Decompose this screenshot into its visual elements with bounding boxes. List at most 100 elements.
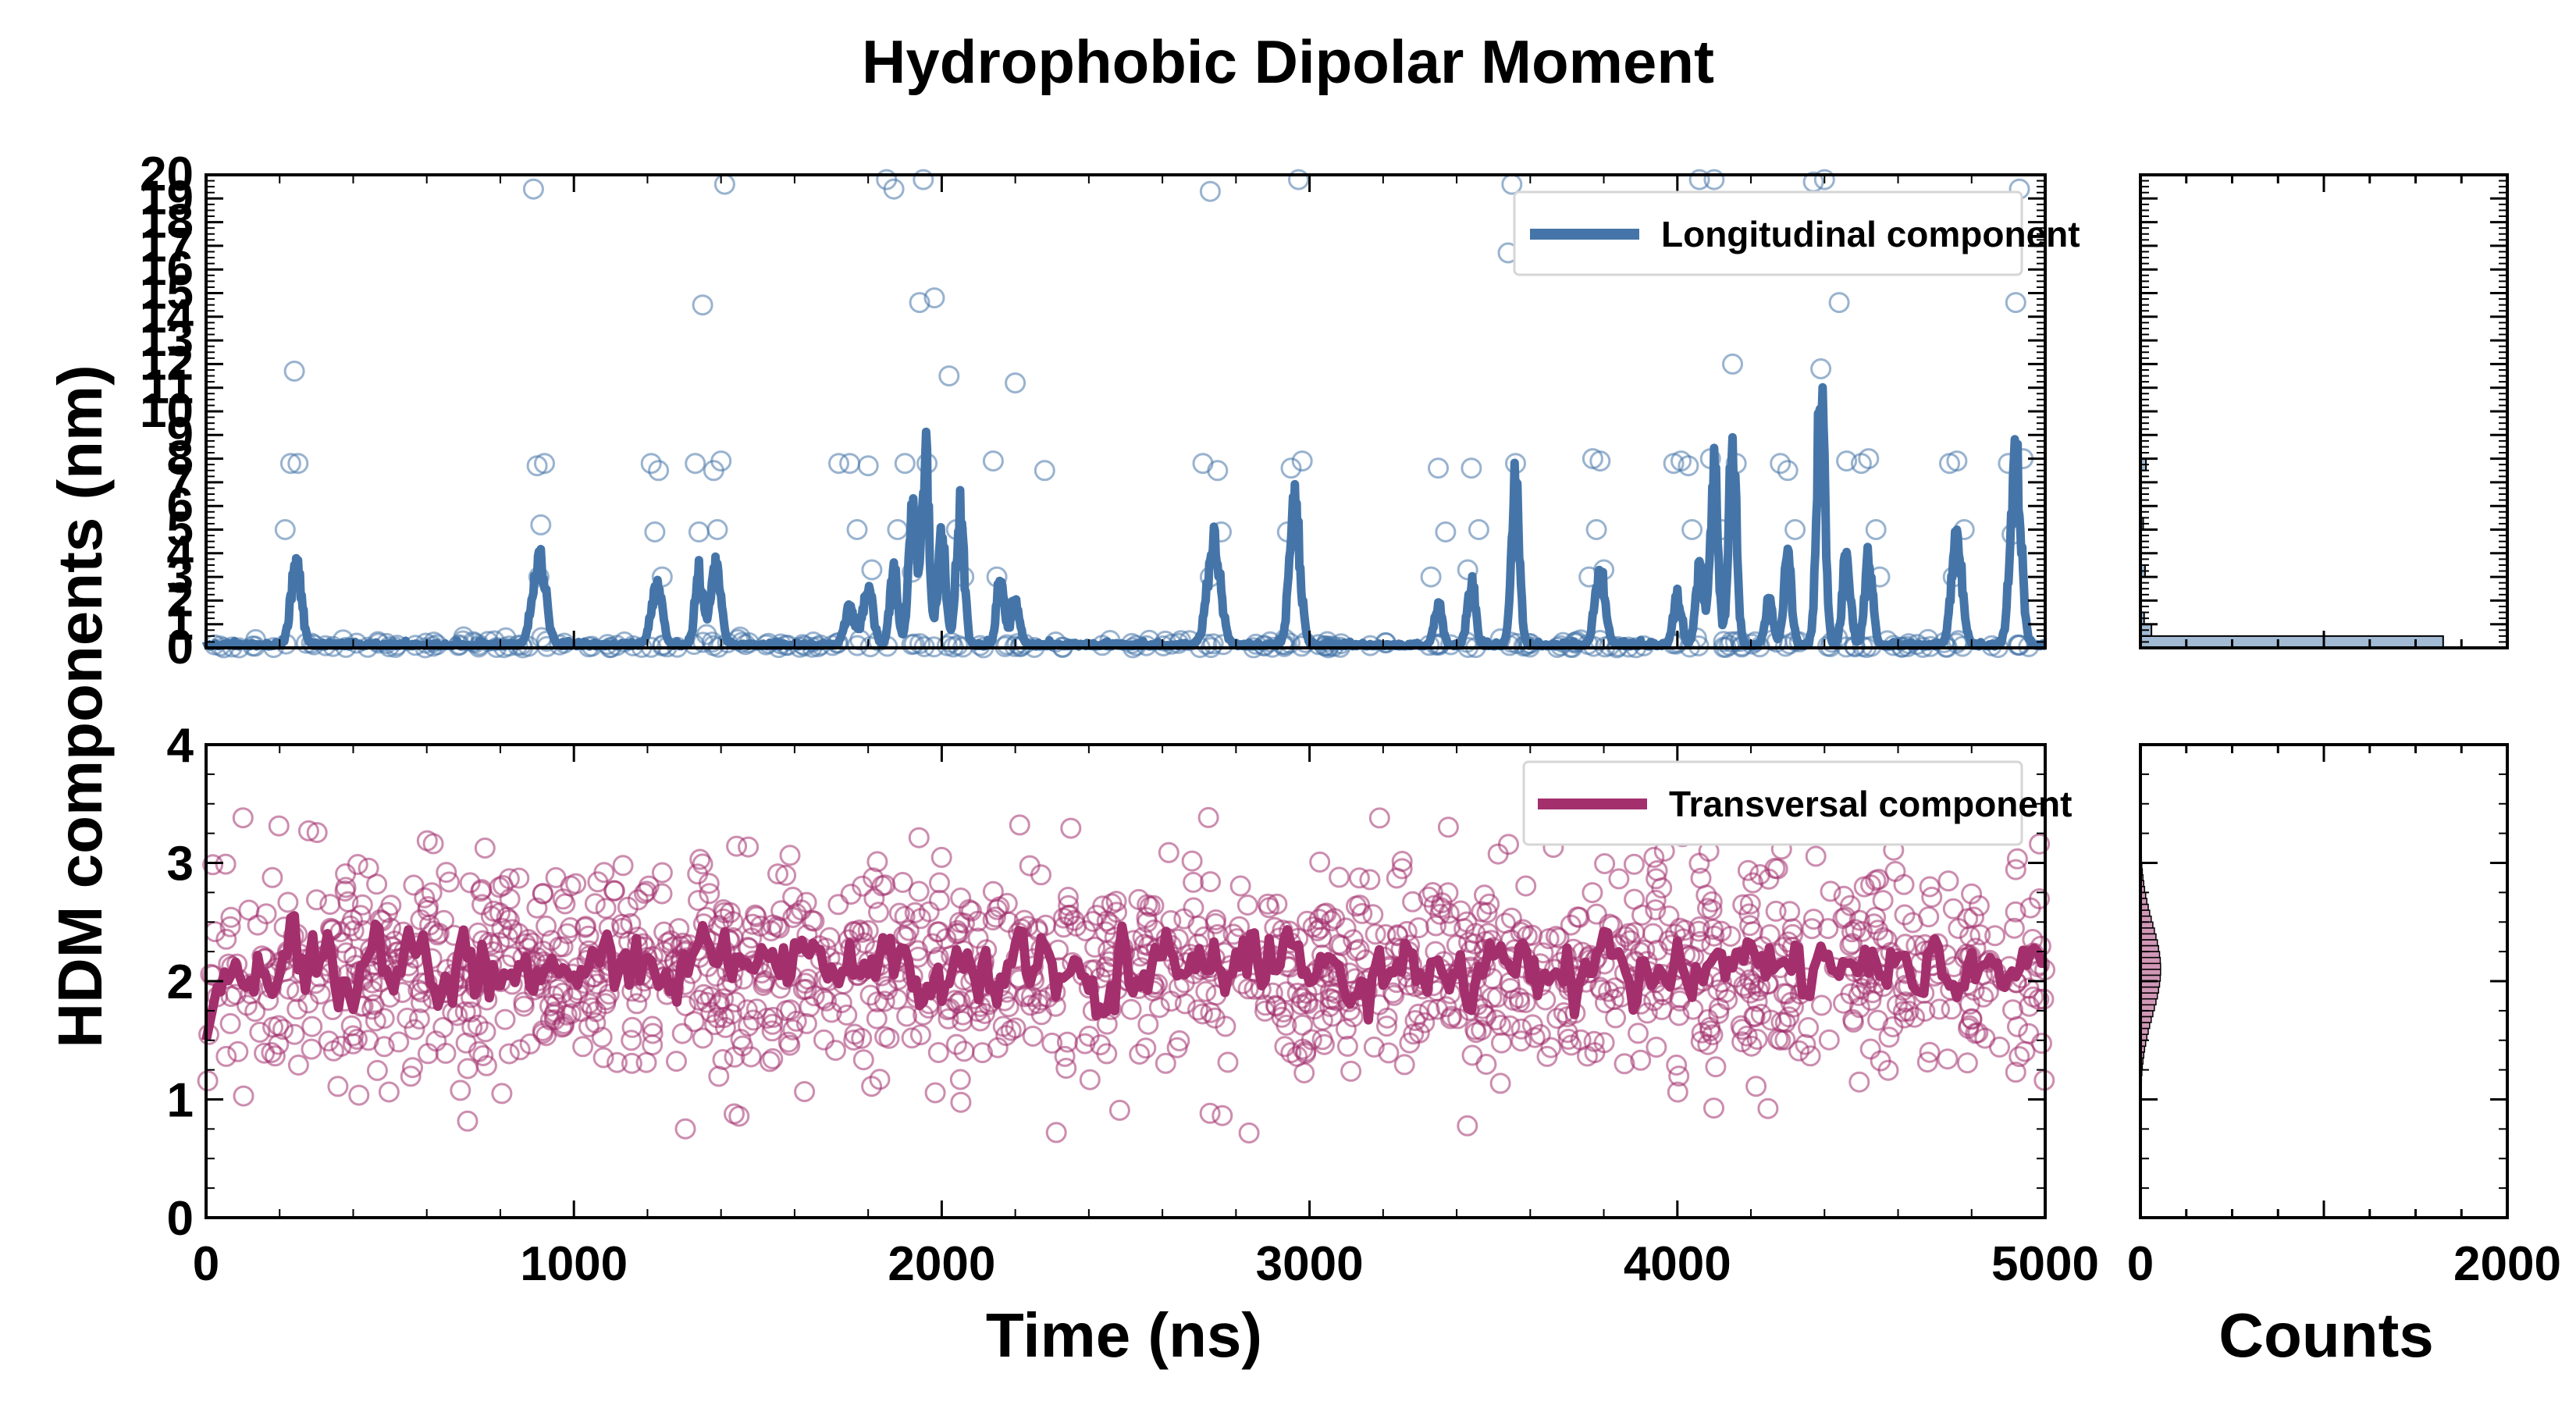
transversal-point [779,845,801,866]
transversal-point [1503,989,1524,1011]
transversal-point [545,866,567,888]
transversal-point [1529,1024,1551,1045]
transversal-point [928,921,950,943]
transversal-point [1074,1033,1096,1055]
transversal-point [287,1055,309,1076]
transversal-point [402,1057,423,1079]
transversal-point [202,854,224,876]
longitudinal-point [279,453,301,475]
transversal-point [1485,1009,1507,1031]
transversal-frame [205,743,2047,1219]
transversal-point [2029,833,2051,855]
transversal-series-line [201,911,2047,1042]
transversal-point [939,998,961,1019]
transversal-point [874,874,896,896]
transversal-point [1174,993,1196,1015]
transversal-point [874,1026,896,1048]
y-tick-label: 1 [167,1074,194,1128]
transversal-point [408,1008,430,1030]
transversal-point [1984,925,2006,947]
transversal-point [741,927,763,949]
transversal-point [1963,906,1984,928]
transversal-point [1158,841,1179,863]
transversal-point [1630,1049,1652,1071]
transversal-point [1902,912,1923,934]
longitudinal-point [1192,453,1214,475]
transversal-point [1859,1038,1881,1060]
transversal-point [724,1103,745,1125]
legend-box [1522,760,2023,846]
longitudinal-point [688,521,710,542]
transversal-point [1437,882,1459,904]
transversal-point [578,925,600,947]
transversal-point [1878,1026,1900,1048]
transversal-point [1667,1081,1688,1103]
transversal-point [450,1080,471,1101]
transversal-point [1651,998,1673,1020]
transversal-point [1217,1051,1239,1073]
longitudinal-histogram [2139,173,2509,649]
longitudinal-hist-bars [2140,457,2444,649]
transversal-point [1919,1041,1941,1063]
transversal-point [1300,1029,1322,1051]
transversal-point [388,1031,410,1053]
y-tick-label: 9 [167,407,194,461]
transversal-point [1691,1022,1713,1044]
longitudinal-frame [205,173,2047,649]
transversal-point [1464,1019,1486,1040]
longitudinal-point [839,453,861,475]
transversal-point [1060,817,1082,839]
transversal-point [1393,1054,1415,1076]
longitudinal-point [274,519,296,540]
longitudinal-point [1722,353,1743,375]
transversal-point [949,1069,971,1090]
transversal-point [1135,1037,1157,1059]
transversal-point [1560,1034,1582,1056]
transversal-point [1757,1097,1779,1119]
transversal-point [1937,1048,1959,1070]
longitudinal-point [1770,453,1791,475]
transversal-point [642,1023,664,1044]
y-tick-label: 2 [167,955,194,1009]
transversal-point [1668,1065,1690,1087]
transversal-point [474,838,496,859]
transversal-point [1407,917,1429,939]
transversal-point [1105,891,1127,912]
transversal-point [1876,929,1898,951]
transversal-point [1345,895,1367,917]
longitudinal-point [522,178,544,200]
transversal-point [1421,882,1443,903]
transversal-point [706,1007,728,1029]
transversal-point [565,873,587,895]
transversal-point [896,1005,918,1027]
transversal-point [468,1040,489,1062]
transversal-point [1805,845,1827,867]
transversal-point [775,864,797,886]
transversal-point [595,898,617,919]
transversal-point [262,1016,284,1038]
y-tick-label: 3 [167,550,194,603]
transversal-point [1108,1099,1130,1121]
transversal-point [403,874,425,896]
transversal-point [361,998,383,1020]
transversal-point [785,1010,807,1032]
y-tick-label: 5 [167,503,194,557]
longitudinal-point [1207,460,1229,482]
transversal-point [738,836,760,858]
transversal-point [1183,871,1204,893]
y-tick-label: 7 [167,455,194,509]
transversal-point [1383,984,1405,1006]
transversal-point [1758,868,1780,890]
transversal-point [1363,1036,1385,1058]
transversal-point [795,1012,817,1034]
transversal-point [1778,1006,1800,1028]
transversal-point [953,1040,975,1062]
transversal-point [2014,1040,2036,1062]
longitudinal-point [1435,521,1457,542]
x-tick-label: 3000 [1256,1237,1364,1291]
transversal-hist-bar [2140,921,2154,929]
transversal-point [1733,975,1755,997]
transversal-point [1557,1022,1578,1044]
transversal-point [380,895,402,916]
transversal-point [197,1070,219,1092]
